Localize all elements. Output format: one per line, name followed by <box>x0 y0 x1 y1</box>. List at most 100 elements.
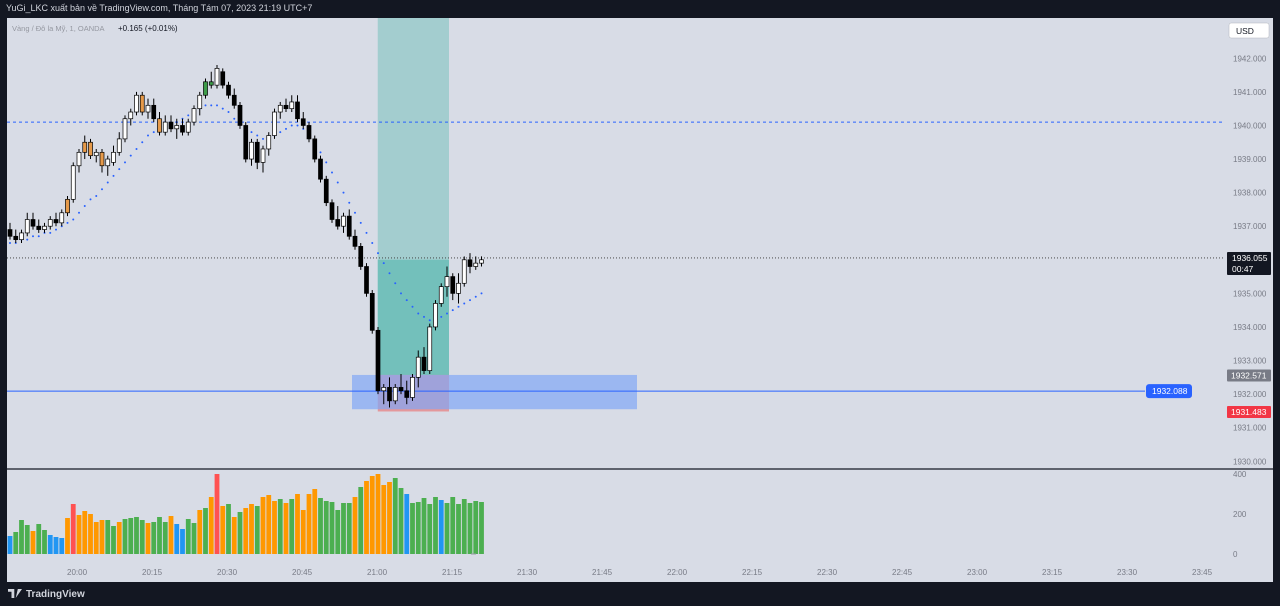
volume-bar[interactable] <box>53 537 59 554</box>
candle[interactable] <box>335 219 341 227</box>
candle[interactable] <box>76 151 82 167</box>
candle[interactable] <box>306 125 312 140</box>
volume-axis-pane[interactable] <box>1225 470 1273 570</box>
candle[interactable] <box>237 104 243 126</box>
volume-bar[interactable] <box>415 502 421 554</box>
candle[interactable] <box>277 104 283 113</box>
candle[interactable] <box>116 138 122 153</box>
candle[interactable] <box>456 282 461 294</box>
candle[interactable] <box>358 246 364 267</box>
volume-bar[interactable] <box>427 504 433 554</box>
candle[interactable] <box>203 81 208 96</box>
volume-bar[interactable] <box>116 522 122 554</box>
volume-bar[interactable] <box>283 503 289 554</box>
candle[interactable] <box>30 219 36 227</box>
volume-bar[interactable] <box>7 536 13 554</box>
candle[interactable] <box>467 259 473 267</box>
volume-bar[interactable] <box>335 510 341 554</box>
volume-bar[interactable] <box>479 502 484 554</box>
candle[interactable] <box>323 178 329 204</box>
volume-bar[interactable] <box>249 504 254 554</box>
candle[interactable] <box>7 229 13 237</box>
candle[interactable] <box>208 81 214 86</box>
candle[interactable] <box>53 219 59 224</box>
candle[interactable] <box>450 276 456 294</box>
candle[interactable] <box>59 212 65 224</box>
long-position-target-zone[interactable] <box>377 259 449 375</box>
candle[interactable] <box>375 329 381 392</box>
volume-bar[interactable] <box>42 530 47 554</box>
candle[interactable] <box>197 94 203 110</box>
candle[interactable] <box>415 356 421 378</box>
volume-bar[interactable] <box>24 525 30 554</box>
volume-bar[interactable] <box>220 506 226 554</box>
volume-bar[interactable] <box>289 499 295 554</box>
volume-bar[interactable] <box>421 498 427 554</box>
volume-bar[interactable] <box>151 522 157 554</box>
candle[interactable] <box>231 94 237 106</box>
volume-bar[interactable] <box>19 520 24 554</box>
volume-bar[interactable] <box>65 518 70 554</box>
candle[interactable] <box>433 303 438 328</box>
volume-bar[interactable] <box>450 497 456 554</box>
candle[interactable] <box>36 225 42 230</box>
candle[interactable] <box>312 138 318 160</box>
candle[interactable] <box>461 259 467 284</box>
volume-bar[interactable] <box>47 535 53 554</box>
candle[interactable] <box>185 121 191 133</box>
candle[interactable] <box>329 202 335 220</box>
volume-bar[interactable] <box>295 494 300 554</box>
candle[interactable] <box>162 121 168 133</box>
volume-bar[interactable] <box>59 538 65 554</box>
volume-bar[interactable] <box>467 503 473 554</box>
volume-bar[interactable] <box>30 531 36 554</box>
volume-bar[interactable] <box>231 517 237 554</box>
volume-bar[interactable] <box>93 522 99 554</box>
currency-button[interactable]: USD <box>1228 22 1270 39</box>
volume-bar[interactable] <box>364 481 369 554</box>
volume-bar[interactable] <box>387 482 392 554</box>
level-price-badge[interactable]: 1932.088 <box>1146 384 1192 399</box>
volume-bar[interactable] <box>318 498 323 554</box>
volume-bar[interactable] <box>197 510 203 554</box>
candle[interactable] <box>13 235 19 240</box>
candle[interactable] <box>168 121 174 130</box>
volume-bar[interactable] <box>139 520 145 554</box>
volume-bar[interactable] <box>433 497 438 554</box>
volume-bar[interactable] <box>272 501 277 554</box>
candle[interactable] <box>122 118 128 140</box>
volume-bar[interactable] <box>323 501 329 554</box>
candle[interactable] <box>381 387 387 392</box>
candle[interactable] <box>214 68 220 86</box>
candle[interactable] <box>47 219 53 227</box>
candle[interactable] <box>226 84 231 96</box>
volume-bar[interactable] <box>185 519 191 554</box>
candle[interactable] <box>157 118 162 133</box>
candle[interactable] <box>427 326 433 371</box>
volume-bar[interactable] <box>312 489 318 554</box>
volume-bar[interactable] <box>358 487 364 554</box>
candle[interactable] <box>128 111 134 120</box>
candle[interactable] <box>392 387 398 402</box>
volume-bar[interactable] <box>300 510 306 554</box>
volume-bar[interactable] <box>260 497 266 554</box>
volume-bar[interactable] <box>277 499 283 554</box>
candle[interactable] <box>479 259 484 264</box>
candle[interactable] <box>410 376 415 398</box>
candle[interactable] <box>65 198 70 214</box>
volume-bar[interactable] <box>341 503 346 554</box>
volume-bar[interactable] <box>456 504 461 554</box>
volume-bar[interactable] <box>180 529 185 554</box>
volume-bar[interactable] <box>398 488 404 554</box>
demand-zone-box[interactable] <box>352 374 637 410</box>
volume-bar[interactable] <box>369 476 375 554</box>
candle[interactable] <box>398 387 404 392</box>
candle[interactable] <box>404 390 410 398</box>
volume-bar[interactable] <box>208 497 214 554</box>
candle[interactable] <box>364 266 369 294</box>
candle[interactable] <box>134 94 139 113</box>
stop-price-badge[interactable]: 1931.483 <box>1227 405 1271 418</box>
candle[interactable] <box>220 71 226 86</box>
